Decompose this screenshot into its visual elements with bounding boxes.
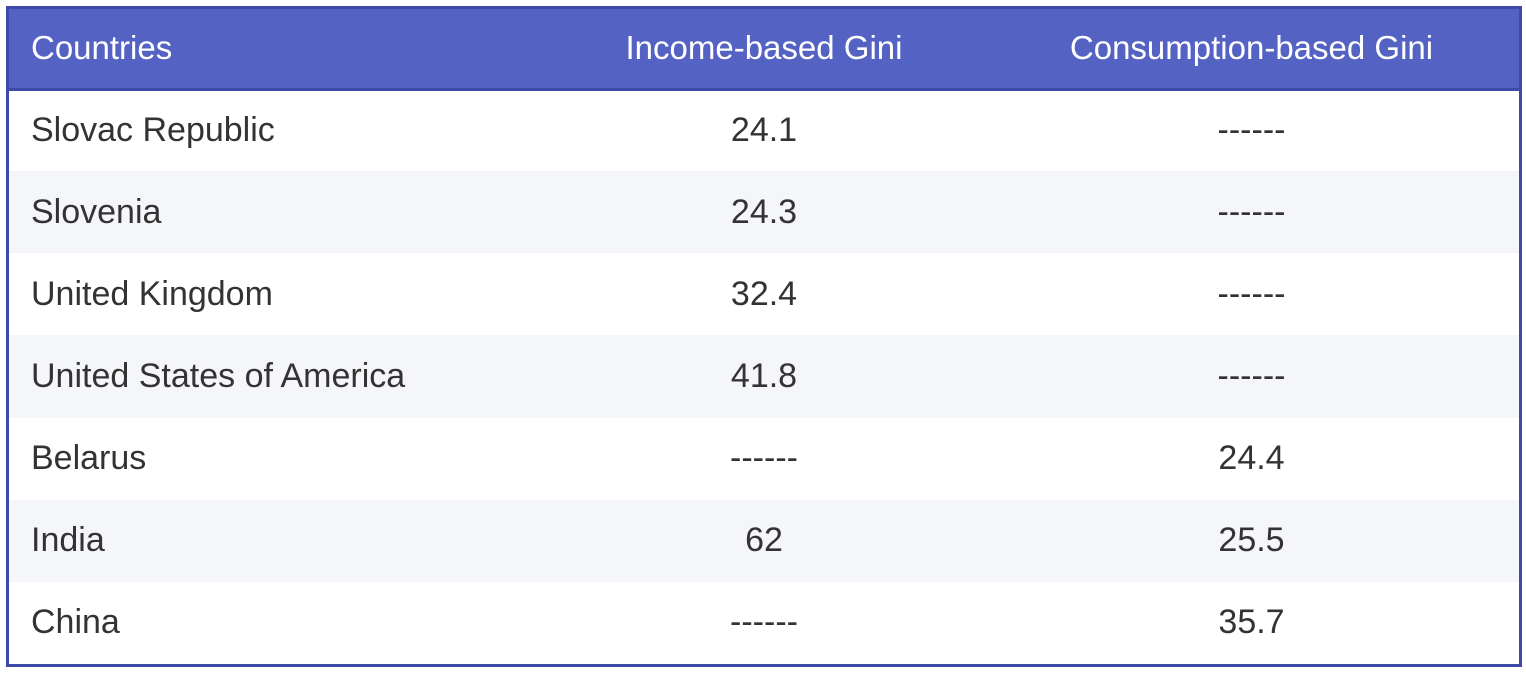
consumption-gini-cell: 24.4: [1218, 439, 1285, 478]
table-row: India 62 25.5: [9, 499, 1519, 582]
header-income-gini: Income-based Gini: [544, 9, 984, 91]
gini-table-container: Countries Income-based Gini Consumption-…: [6, 6, 1522, 667]
gini-table: Countries Income-based Gini Consumption-…: [9, 9, 1519, 664]
consumption-gini-cell: ------: [1217, 274, 1286, 313]
table-header: Countries Income-based Gini Consumption-…: [9, 9, 1519, 91]
table-row: United States of America 41.8 ------: [9, 335, 1519, 418]
table-row: United Kingdom 32.4 ------: [9, 253, 1519, 336]
consumption-gini-cell: ------: [1217, 111, 1286, 150]
table-row: Slovenia 24.3 ------: [9, 171, 1519, 254]
table-body: Slovac Republic 24.1 ------ Slovenia 24.…: [9, 89, 1519, 664]
income-gini-cell: ------: [730, 603, 798, 642]
income-gini-cell: 24.3: [730, 192, 798, 231]
country-cell: Slovenia: [31, 192, 162, 231]
table-row: Belarus ------ 24.4: [9, 417, 1519, 500]
income-gini-cell: ------: [730, 439, 798, 478]
country-cell: Belarus: [31, 439, 147, 478]
income-gini-cell: 62: [745, 521, 783, 560]
consumption-gini-cell: ------: [1217, 192, 1286, 231]
consumption-gini-cell: ------: [1217, 356, 1286, 395]
table-row: Slovac Republic 24.1 ------: [9, 89, 1519, 172]
country-cell: United Kingdom: [31, 274, 273, 313]
table-row: China ------ 35.7: [9, 581, 1519, 664]
consumption-gini-cell: 25.5: [1218, 521, 1285, 560]
country-cell: Slovac Republic: [31, 111, 275, 150]
consumption-gini-cell: 35.7: [1218, 603, 1285, 642]
country-cell: India: [31, 521, 105, 560]
income-gini-cell: 41.8: [730, 356, 798, 395]
country-cell: China: [31, 603, 120, 642]
country-cell: United States of America: [31, 356, 406, 395]
header-countries: Countries: [9, 9, 544, 91]
income-gini-cell: 24.1: [730, 111, 798, 150]
header-row: Countries Income-based Gini Consumption-…: [9, 9, 1519, 91]
header-consumption-gini: Consumption-based Gini: [984, 9, 1519, 91]
income-gini-cell: 32.4: [730, 274, 798, 313]
